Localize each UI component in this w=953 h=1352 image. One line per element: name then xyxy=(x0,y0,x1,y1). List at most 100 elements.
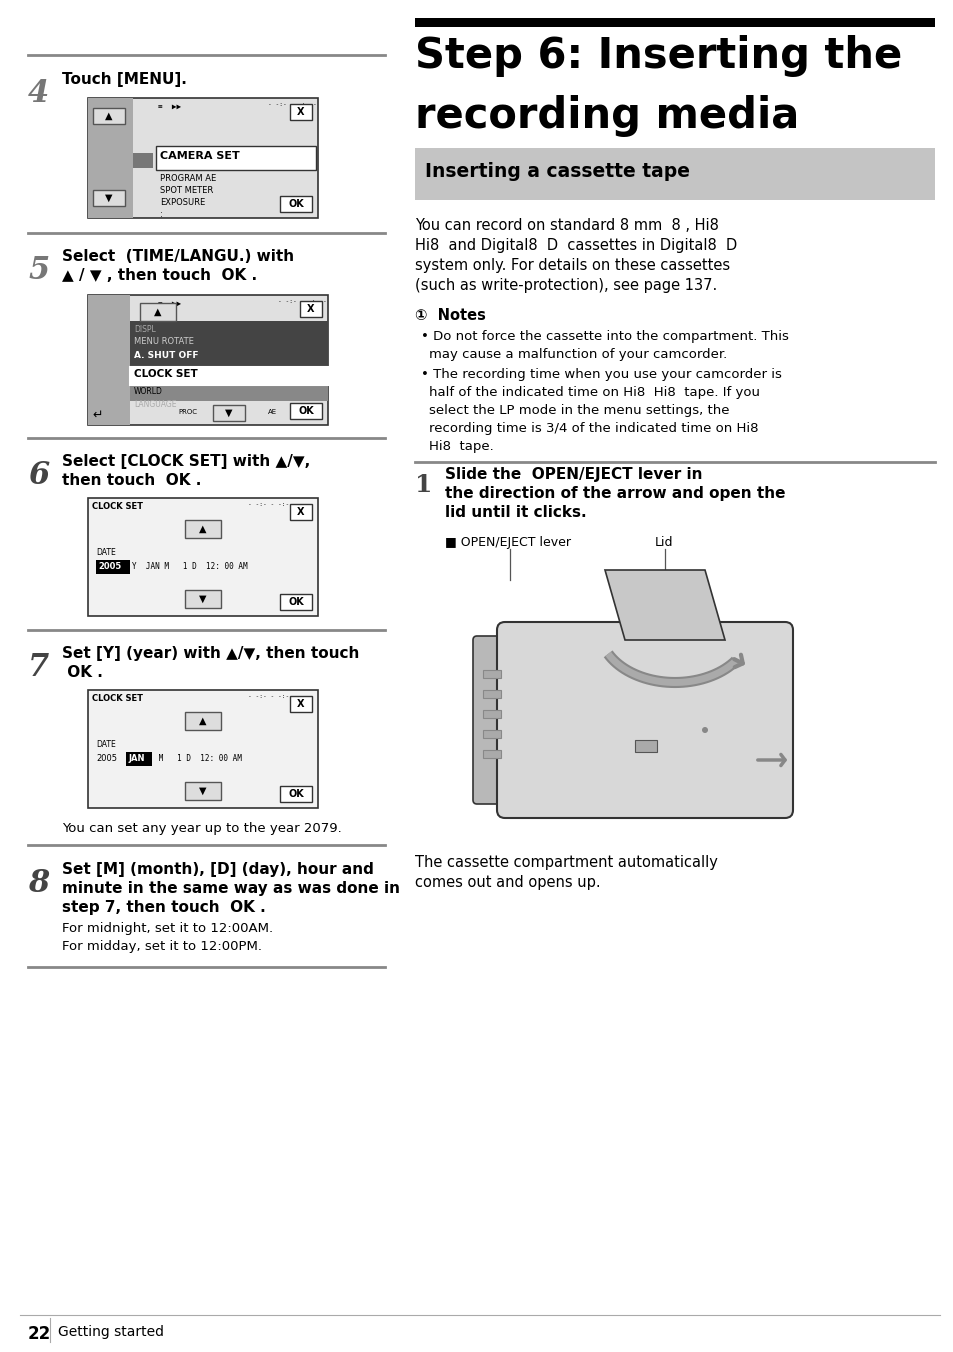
Bar xyxy=(88,690,317,808)
Text: 6: 6 xyxy=(28,460,50,491)
Text: X: X xyxy=(297,107,304,118)
Text: X: X xyxy=(297,507,304,516)
Bar xyxy=(482,710,500,718)
Bar xyxy=(185,781,221,800)
Text: WORLD: WORLD xyxy=(133,387,163,396)
Bar xyxy=(482,690,500,698)
Text: (such as write-protection), see page 137.: (such as write-protection), see page 137… xyxy=(415,279,717,293)
Text: CLOCK SET: CLOCK SET xyxy=(91,502,143,511)
Text: Lid: Lid xyxy=(655,535,673,549)
Polygon shape xyxy=(604,571,724,639)
Text: X: X xyxy=(307,304,314,314)
Text: • The recording time when you use your camcorder is: • The recording time when you use your c… xyxy=(420,368,781,381)
Bar xyxy=(185,589,221,608)
Text: AE: AE xyxy=(268,410,276,415)
Text: MENU ROTATE: MENU ROTATE xyxy=(133,337,193,346)
Text: For midnight, set it to 12:00AM.: For midnight, set it to 12:00AM. xyxy=(62,922,273,936)
Bar xyxy=(482,730,500,738)
Text: Getting started: Getting started xyxy=(58,1325,164,1338)
Text: The cassette compartment automatically: The cassette compartment automatically xyxy=(415,854,717,869)
Text: - -:- - -:- -: - -:- - -:- - xyxy=(268,101,316,107)
Bar xyxy=(290,104,312,120)
Text: select the LP mode in the menu settings, the: select the LP mode in the menu settings,… xyxy=(429,404,729,416)
Circle shape xyxy=(701,727,707,733)
Text: ▼: ▼ xyxy=(199,594,207,604)
Bar xyxy=(185,521,221,538)
Text: • Do not force the cassette into the compartment. This: • Do not force the cassette into the com… xyxy=(420,330,788,343)
Text: lid until it clicks.: lid until it clicks. xyxy=(444,506,586,521)
Bar xyxy=(280,196,312,212)
Text: DATE: DATE xyxy=(96,740,115,749)
Bar xyxy=(96,560,130,575)
Text: OK: OK xyxy=(297,406,314,416)
Text: ▼: ▼ xyxy=(199,786,207,796)
Text: SPOT METER: SPOT METER xyxy=(160,187,213,195)
Bar xyxy=(213,406,245,420)
Text: PROC: PROC xyxy=(178,410,196,415)
Text: 2005: 2005 xyxy=(98,562,121,571)
Text: then touch  OK .: then touch OK . xyxy=(62,473,201,488)
Bar xyxy=(130,366,328,385)
Text: Hi8  and Digital8  D  cassettes in Digital8  D: Hi8 and Digital8 D cassettes in Digital8… xyxy=(415,238,737,253)
Text: comes out and opens up.: comes out and opens up. xyxy=(415,875,600,890)
Text: EXPOSURE: EXPOSURE xyxy=(160,197,205,207)
Text: Touch [MENU].: Touch [MENU]. xyxy=(62,72,187,87)
Bar xyxy=(132,153,152,168)
Text: recording media: recording media xyxy=(415,95,799,137)
Text: Inserting a cassette tape: Inserting a cassette tape xyxy=(424,162,689,181)
Text: Set [M] (month), [D] (day), hour and: Set [M] (month), [D] (day), hour and xyxy=(62,863,374,877)
Text: 2005: 2005 xyxy=(96,754,117,763)
Text: DATE: DATE xyxy=(96,548,115,557)
Text: recording time is 3/4 of the indicated time on Hi8: recording time is 3/4 of the indicated t… xyxy=(429,422,758,435)
Bar xyxy=(299,301,322,316)
Text: CAMERA SET: CAMERA SET xyxy=(160,151,239,161)
Text: minute in the same way as was done in: minute in the same way as was done in xyxy=(62,882,399,896)
Text: ▲: ▲ xyxy=(154,307,162,316)
Bar xyxy=(415,147,934,200)
Text: M   1 D  12: 00 AM: M 1 D 12: 00 AM xyxy=(153,754,242,763)
Text: CLOCK SET: CLOCK SET xyxy=(91,694,143,703)
Text: For midday, set it to 12:00PM.: For midday, set it to 12:00PM. xyxy=(62,940,262,953)
Text: Select [CLOCK SET] with ▲/▼,: Select [CLOCK SET] with ▲/▼, xyxy=(62,454,310,469)
Text: Hi8  tape.: Hi8 tape. xyxy=(429,439,494,453)
Bar xyxy=(130,320,328,391)
Text: ▲ / ▼ , then touch  OK .: ▲ / ▼ , then touch OK . xyxy=(62,268,257,283)
Bar xyxy=(92,108,125,124)
Text: - -:- - -:- -: - -:- - -:- - xyxy=(248,694,296,699)
Text: Slide the  OPEN/EJECT lever in: Slide the OPEN/EJECT lever in xyxy=(444,466,701,483)
Text: OK .: OK . xyxy=(62,665,103,680)
Text: ①  Notes: ① Notes xyxy=(415,308,485,323)
Text: the direction of the arrow and open the: the direction of the arrow and open the xyxy=(444,485,784,502)
Bar xyxy=(290,504,312,521)
Text: ▼: ▼ xyxy=(105,193,112,203)
Text: :: : xyxy=(160,210,163,219)
Text: ▲: ▲ xyxy=(105,111,112,120)
Bar xyxy=(126,752,152,767)
Text: - -:- - -:- -: - -:- - -:- - xyxy=(248,502,296,507)
Bar xyxy=(290,696,312,713)
Bar xyxy=(635,740,657,752)
Text: OK: OK xyxy=(288,790,304,799)
Text: ▲: ▲ xyxy=(199,525,207,534)
Bar xyxy=(88,295,130,425)
FancyBboxPatch shape xyxy=(497,622,792,818)
Bar xyxy=(185,713,221,730)
Text: Step 6: Inserting the: Step 6: Inserting the xyxy=(415,35,902,77)
Bar xyxy=(88,97,132,218)
Bar xyxy=(280,786,312,802)
Text: Set [Y] (year) with ▲/▼, then touch: Set [Y] (year) with ▲/▼, then touch xyxy=(62,646,359,661)
Text: 4: 4 xyxy=(28,78,50,110)
Text: may cause a malfunction of your camcorder.: may cause a malfunction of your camcorde… xyxy=(429,347,726,361)
Bar xyxy=(156,146,315,170)
Bar xyxy=(92,191,125,206)
Bar xyxy=(280,594,312,610)
Bar xyxy=(290,403,322,419)
Text: ▲: ▲ xyxy=(199,717,207,726)
Bar xyxy=(88,97,317,218)
Bar xyxy=(130,385,328,402)
Text: OK: OK xyxy=(288,598,304,607)
Text: - -:- - -:- -: - -:- - -:- - xyxy=(277,299,327,304)
Bar xyxy=(482,671,500,677)
Text: ≡  ▶▶: ≡ ▶▶ xyxy=(158,101,181,111)
Text: ■ OPEN/EJECT lever: ■ OPEN/EJECT lever xyxy=(444,535,571,549)
